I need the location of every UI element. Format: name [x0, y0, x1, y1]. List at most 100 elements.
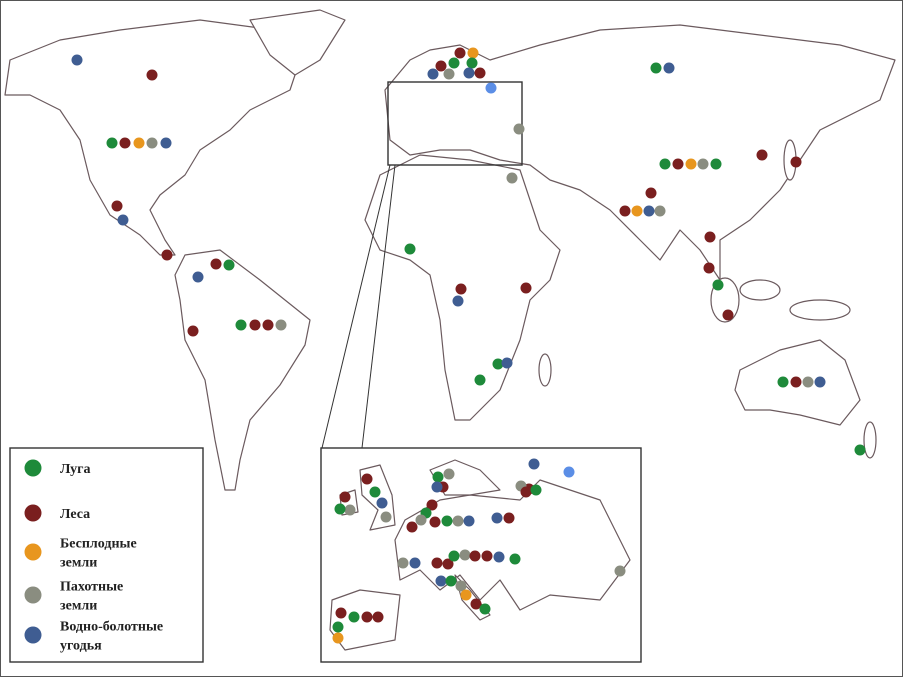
site-marker: [463, 67, 475, 79]
site-marker: [369, 486, 381, 498]
site-marker: [249, 319, 261, 331]
site-marker: [467, 47, 479, 59]
site-marker: [335, 607, 347, 619]
site-marker: [493, 551, 505, 563]
site-marker: [481, 550, 493, 562]
legend: [9, 447, 204, 663]
site-marker: [262, 319, 274, 331]
site-marker: [275, 319, 287, 331]
site-marker: [192, 271, 204, 283]
site-marker: [485, 82, 497, 94]
site-marker: [427, 68, 439, 80]
site-marker: [443, 68, 455, 80]
site-marker: [133, 137, 145, 149]
site-marker: [756, 149, 768, 161]
site-marker: [470, 598, 482, 610]
site-marker: [650, 62, 662, 74]
site-marker: [348, 611, 360, 623]
site-marker: [435, 575, 447, 587]
site-marker: [448, 550, 460, 562]
legend-label: Бесплодные: [60, 537, 137, 552]
site-marker: [443, 468, 455, 480]
site-marker: [146, 69, 158, 81]
site-marker: [474, 67, 486, 79]
legend-label: Луга: [60, 462, 90, 477]
site-marker: [509, 553, 521, 565]
site-marker: [332, 621, 344, 633]
site-marker: [454, 47, 466, 59]
site-marker: [106, 137, 118, 149]
site-marker: [643, 205, 655, 217]
site-marker: [332, 632, 344, 644]
site-marker: [445, 575, 457, 587]
site-marker: [344, 504, 356, 516]
site-marker: [631, 205, 643, 217]
site-marker: [712, 279, 724, 291]
site-marker: [459, 549, 471, 561]
world-outline: [4, 9, 896, 491]
site-marker: [111, 200, 123, 212]
legend-marker: [24, 459, 42, 477]
site-marker: [854, 444, 866, 456]
site-marker: [491, 512, 503, 524]
legend-label: земли: [60, 599, 97, 614]
site-marker: [777, 376, 789, 388]
site-marker: [506, 172, 518, 184]
site-marker: [722, 309, 734, 321]
site-marker: [161, 249, 173, 261]
site-marker: [469, 550, 481, 562]
site-marker: [160, 137, 172, 149]
site-marker: [528, 458, 540, 470]
site-marker: [187, 325, 199, 337]
site-marker: [704, 231, 716, 243]
site-marker: [406, 521, 418, 533]
site-marker: [119, 137, 131, 149]
site-marker: [663, 62, 675, 74]
site-marker: [466, 57, 478, 69]
site-marker: [441, 515, 453, 527]
europe-inset: [320, 447, 642, 663]
site-marker: [697, 158, 709, 170]
site-marker: [426, 499, 438, 511]
site-marker: [685, 158, 697, 170]
site-marker: [563, 466, 575, 478]
site-marker: [376, 497, 388, 509]
site-marker: [513, 123, 525, 135]
site-marker: [361, 611, 373, 623]
site-marker: [431, 481, 443, 493]
site-marker: [361, 473, 373, 485]
site-marker: [435, 60, 447, 72]
legend-marker: [24, 543, 42, 561]
connector: [321, 164, 391, 449]
site-marker: [654, 205, 666, 217]
site-marker: [501, 357, 513, 369]
site-marker: [814, 376, 826, 388]
site-marker: [703, 262, 715, 274]
site-marker: [520, 282, 532, 294]
site-marker: [404, 243, 416, 255]
site-marker: [645, 187, 657, 199]
legend-marker: [24, 504, 42, 522]
site-marker: [802, 376, 814, 388]
site-marker: [210, 258, 222, 270]
site-marker: [334, 503, 346, 515]
legend-label: земли: [60, 556, 97, 571]
site-marker: [452, 295, 464, 307]
site-marker: [429, 516, 441, 528]
site-marker: [339, 491, 351, 503]
site-marker: [619, 205, 631, 217]
site-marker: [710, 158, 722, 170]
legend-marker: [24, 586, 42, 604]
site-marker: [659, 158, 671, 170]
site-marker: [463, 515, 475, 527]
site-marker: [492, 358, 504, 370]
site-marker: [235, 319, 247, 331]
site-marker: [614, 565, 626, 577]
site-marker: [790, 156, 802, 168]
connector: [361, 164, 396, 449]
site-marker: [146, 137, 158, 149]
legend-label: Леса: [60, 507, 90, 522]
site-marker: [455, 580, 467, 592]
site-marker: [432, 471, 444, 483]
